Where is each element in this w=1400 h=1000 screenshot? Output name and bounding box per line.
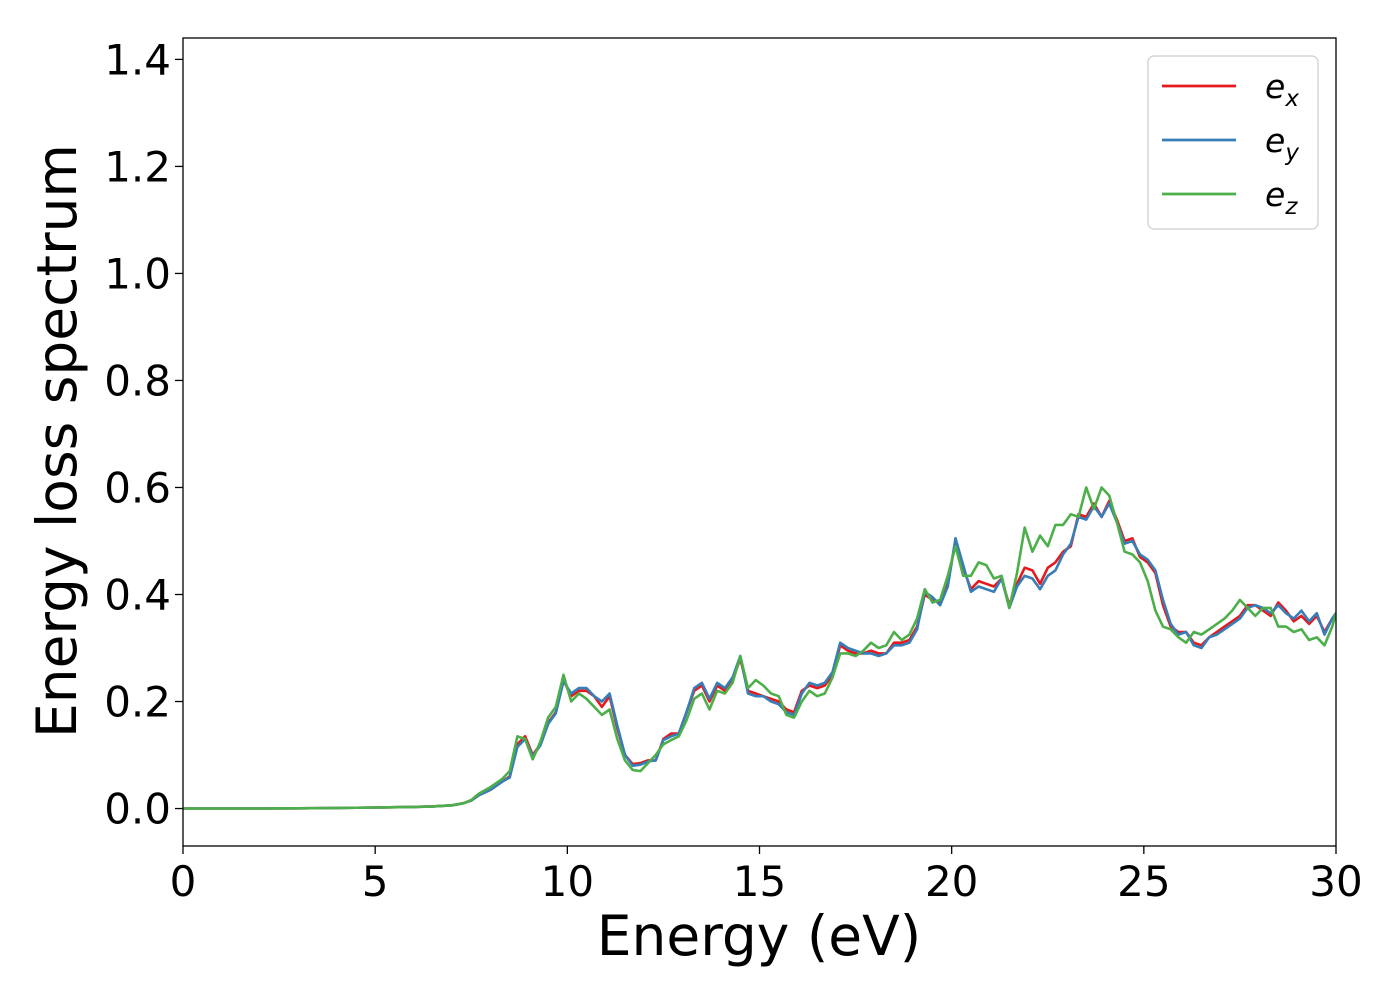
y-axis-label: Energy loss spectrum <box>25 144 89 738</box>
x-tick-label: 15 <box>733 857 786 906</box>
y-tick-label: 0.4 <box>104 571 171 620</box>
series-line-x <box>183 499 1336 810</box>
plot-area <box>183 486 1336 810</box>
x-tick-label: 25 <box>1117 857 1170 906</box>
y-tick-label: 0.8 <box>104 356 171 405</box>
series-line-y <box>183 502 1336 810</box>
legend-label-x: ex <box>1265 67 1299 112</box>
y-tick-label: 0.0 <box>104 785 171 834</box>
y-tick-label: 0.2 <box>104 678 171 727</box>
x-tick-label: 20 <box>925 857 978 906</box>
legend-box <box>1147 55 1319 230</box>
y-tick-label: 1.4 <box>104 35 171 84</box>
x-tick-label: 5 <box>362 857 389 906</box>
y-tick-label: 1.0 <box>104 249 171 298</box>
x-tick-label: 10 <box>541 857 594 906</box>
y-tick-label: 0.6 <box>104 463 171 512</box>
y-tick-label: 1.2 <box>104 142 171 191</box>
x-tick-label: 30 <box>1309 857 1362 906</box>
x-axis-label: Energy (eV) <box>597 904 921 968</box>
x-tick-label: 0 <box>170 857 197 906</box>
series-line-z <box>183 486 1336 810</box>
axes: 0 5 10 15 20 25 30 0.0 0.2 0.4 0.6 0.8 1.0 1.2 1.4 <box>104 35 1363 906</box>
